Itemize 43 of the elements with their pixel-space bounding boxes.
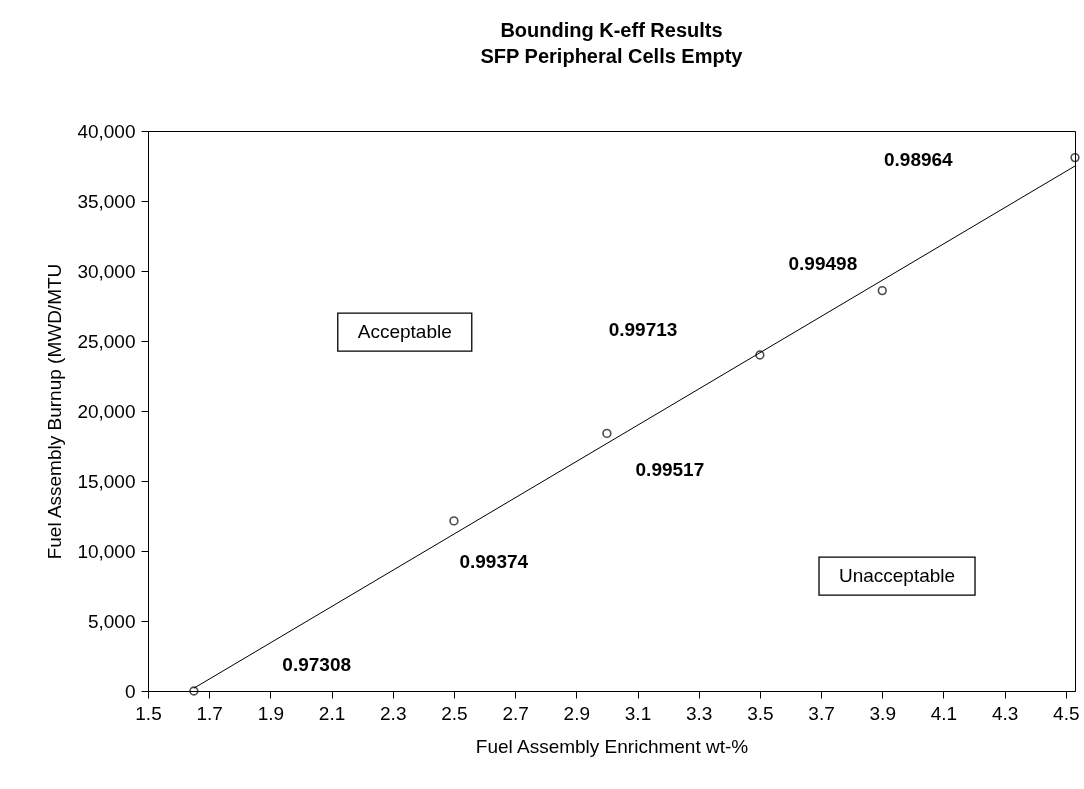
y-tick-label: 0: [124, 680, 136, 702]
y-tick-label: 35,000: [77, 190, 136, 212]
x-tick-label: 4.5: [1053, 702, 1080, 724]
x-tick-label: 2.7: [502, 702, 529, 724]
annotation: Acceptable: [357, 321, 452, 343]
y-tick-label: 25,000: [77, 330, 136, 352]
point: [189, 686, 199, 696]
y-axis-title: Fuel Assembly Burnup (MWD/MTU: [44, 263, 66, 560]
chart-subtitle: SFP Peripheral Cells Empty: [480, 45, 744, 67]
y-tick-label: 5,000: [87, 610, 136, 632]
x-tick-label: 2.9: [563, 702, 591, 724]
x-tick-label: 3.5: [747, 702, 774, 724]
annotation: 0.99374: [459, 551, 529, 573]
x-tick-label: 4.1: [930, 702, 958, 724]
x-tick-label: 3.1: [624, 702, 652, 724]
x-tick-label: 2.1: [318, 702, 346, 724]
x-tick-label: 4.3: [991, 702, 1019, 724]
x-tick-label: 3.9: [869, 702, 896, 724]
annotation: Unacceptable: [838, 565, 956, 587]
x-tick-label: 1.9: [257, 702, 285, 724]
annotation: 0.98964: [883, 149, 954, 171]
y-tick-label: 10,000: [77, 540, 136, 562]
x-tick-label: 2.5: [441, 702, 468, 724]
chart-title: Bounding K-eff Results: [500, 19, 723, 41]
y-tick-label: 40,000: [77, 120, 136, 142]
x-tick-label: 1.7: [196, 702, 223, 724]
y-tick-label: 15,000: [77, 470, 136, 492]
point: [1070, 152, 1080, 163]
point: [755, 350, 765, 360]
annotation: 0.97308: [282, 654, 352, 676]
annotation: 0.99498: [788, 253, 858, 275]
x-tick-label: 1.5: [135, 702, 162, 724]
point: [602, 428, 612, 439]
x-tick-label: 2.3: [380, 702, 407, 724]
point: [877, 285, 887, 296]
annotation: 0.99713: [608, 318, 678, 340]
x-tick-label: 3.3: [685, 702, 713, 724]
y-tick-label: 30,000: [77, 260, 136, 282]
y-tick-label: 20,000: [77, 400, 136, 422]
x-tick-label: 3.7: [808, 702, 835, 724]
point: [449, 516, 459, 526]
x-axis-title: Fuel Assembly Enrichment wt-%: [475, 735, 749, 757]
annotation: 0.99517: [635, 458, 705, 480]
